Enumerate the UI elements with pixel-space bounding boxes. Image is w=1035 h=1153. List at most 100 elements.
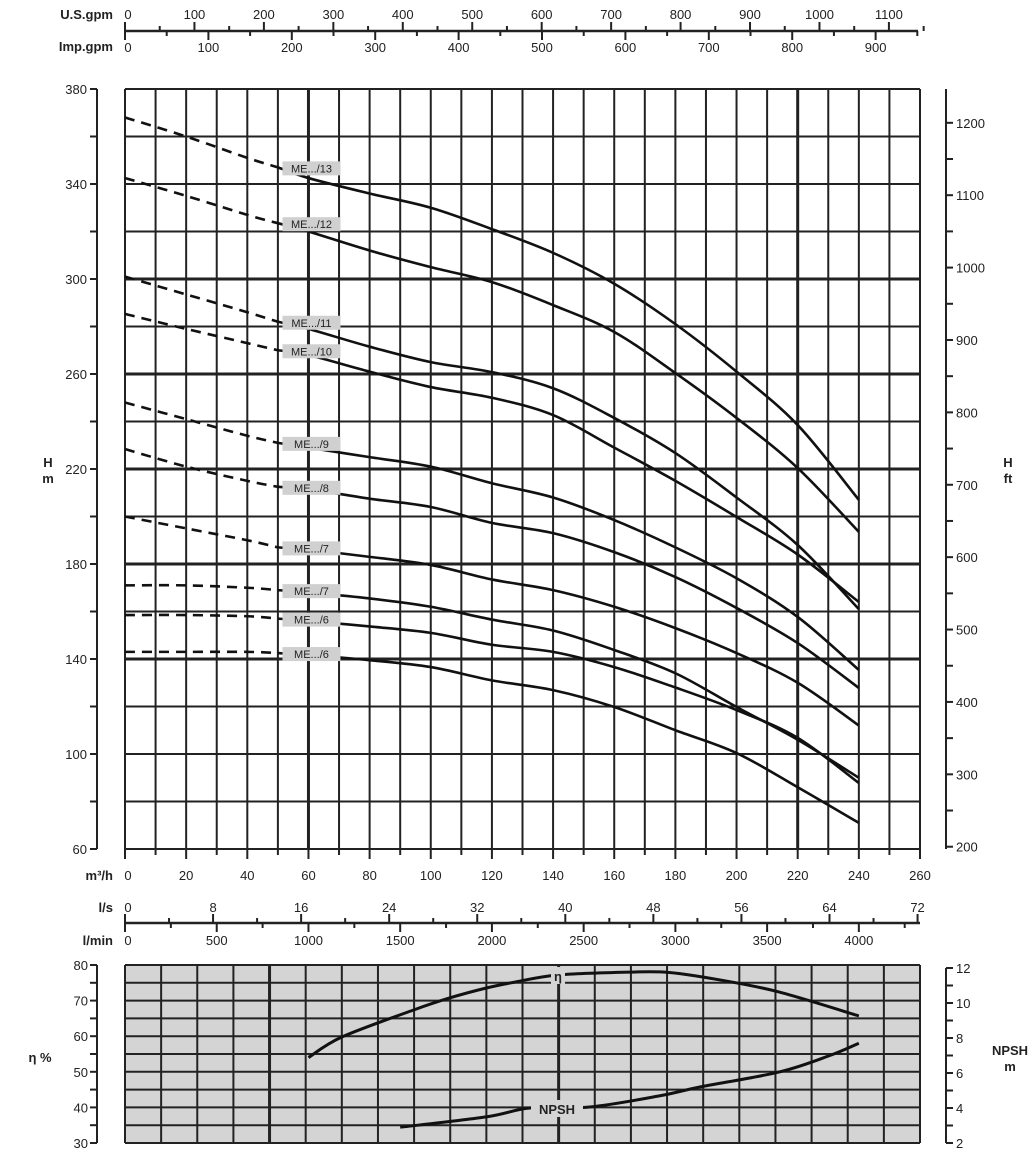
- curve-dashed-4: [124, 401, 279, 445]
- curve-label-bg: [282, 612, 341, 627]
- lmin-tick-label: 1000: [294, 933, 323, 948]
- npsh-label-bg: [531, 1100, 583, 1117]
- lmin-tick-label: 4000: [844, 933, 873, 948]
- curve-solid-2: [277, 320, 860, 611]
- x-tick-label: 100: [420, 868, 442, 883]
- axes: 6010014018022026030034038020030040050060…: [65, 7, 985, 948]
- npsh-curve-label: NPSH: [539, 1102, 575, 1117]
- lmin-tick-label: 0: [124, 933, 131, 948]
- curve-dashed-2: [124, 275, 279, 323]
- efficiency-tick-label: 60: [74, 1029, 88, 1044]
- lmin-tick-label: 2500: [569, 933, 598, 948]
- head-grid: [124, 88, 921, 850]
- curve-dashed-9: [125, 650, 278, 655]
- x-tick-label: 240: [848, 868, 870, 883]
- us-gpm-tick-label: 100: [184, 7, 206, 22]
- imp-gpm-tick-label: 0: [124, 40, 131, 55]
- us-gpm-tick-label: 1000: [805, 7, 834, 22]
- y-tick-label: 260: [65, 367, 87, 382]
- us-gpm-tick-label: 500: [461, 7, 483, 22]
- efficiency-npsh-chart: η NPSH 30 40 50 60 70 80 2 4 6 8 10 12: [74, 958, 971, 1151]
- y2-tick-label: 400: [956, 695, 978, 710]
- curve-label: ME.../7: [294, 543, 329, 555]
- lmin-axis-label: l/min: [83, 933, 113, 948]
- npsh-tick-label: 12: [956, 961, 970, 976]
- lmin-tick-label: 3500: [753, 933, 782, 948]
- ls-axis-label: l/s: [99, 900, 113, 915]
- x-tick-label: 260: [909, 868, 931, 883]
- x-tick-label: 220: [787, 868, 809, 883]
- y-tick-label: 140: [65, 652, 87, 667]
- curve-dashed-0: [124, 116, 279, 169]
- x-tick-label: 180: [665, 868, 687, 883]
- curve-solid-6: [277, 546, 860, 727]
- imp-gpm-axis-label: Imp.gpm: [59, 39, 113, 54]
- curve-dashed-8: [124, 613, 278, 620]
- ls-tick-label: 0: [124, 900, 131, 915]
- curve-label: ME.../12: [291, 219, 332, 231]
- y-axis-unit-m: m: [42, 471, 54, 486]
- y2-tick-label: 700: [956, 478, 978, 493]
- lmin-tick-label: 2000: [477, 933, 506, 948]
- imp-gpm-tick-label: 900: [865, 40, 887, 55]
- curve-label: ME.../9: [294, 439, 329, 451]
- y2-axis-label-h: H: [1003, 455, 1012, 470]
- y-axis-label-h: H: [43, 455, 52, 470]
- curve-label-bg: [282, 584, 341, 599]
- y2-tick-label: 900: [956, 333, 978, 348]
- y2-tick-label: 500: [956, 623, 978, 638]
- y2-axis-unit-ft: ft: [1004, 471, 1013, 486]
- curve-solid-7: [277, 588, 860, 779]
- npsh-tick-label: 4: [956, 1101, 963, 1116]
- us-gpm-tick-label: 900: [739, 7, 761, 22]
- curve-label-bg: [282, 647, 341, 662]
- imp-gpm-tick-label: 400: [448, 40, 470, 55]
- curve-label-bg: [282, 315, 341, 330]
- imp-gpm-tick-label: 500: [531, 40, 553, 55]
- y-tick-label: 380: [65, 82, 87, 97]
- npsh-curve: [400, 1041, 860, 1129]
- npsh-tick-label: 6: [956, 1066, 963, 1081]
- efficiency-tick-label: 50: [74, 1065, 88, 1080]
- x-tick-label: 120: [481, 868, 503, 883]
- x-tick-label: 140: [542, 868, 564, 883]
- lmin-tick-label: 500: [206, 933, 228, 948]
- ls-tick-label: 72: [910, 900, 924, 915]
- y-tick-label: 60: [73, 842, 87, 857]
- curve-dashed-7: [124, 583, 278, 592]
- curve-label: ME.../8: [294, 483, 329, 495]
- imp-gpm-tick-label: 700: [698, 40, 720, 55]
- us-gpm-tick-label: 0: [124, 7, 131, 22]
- npsh-axis-label: NPSH: [992, 1043, 1028, 1058]
- x-tick-label: 80: [362, 868, 376, 883]
- efficiency-curve-label: η: [554, 969, 562, 984]
- x-tick-label: 20: [179, 868, 193, 883]
- efficiency-axis-label: η %: [28, 1050, 52, 1065]
- efficiency-tick-label: 30: [74, 1136, 88, 1151]
- ls-tick-label: 8: [209, 900, 216, 915]
- ls-tick-label: 16: [294, 900, 308, 915]
- imp-gpm-tick-label: 100: [198, 40, 220, 55]
- curve-solid-1: [277, 221, 860, 533]
- ls-tick-label: 40: [558, 900, 572, 915]
- curve-solid-4: [277, 441, 860, 671]
- curve-label-bg: [282, 436, 341, 451]
- efficiency-tick-label: 40: [74, 1100, 88, 1115]
- npsh-tick-label: 8: [956, 1031, 963, 1046]
- us-gpm-tick-label: 1100: [875, 7, 903, 22]
- imp-gpm-tick-label: 300: [364, 40, 386, 55]
- curve-label-bg: [282, 541, 341, 556]
- us-gpm-axis-label: U.S.gpm: [60, 7, 113, 22]
- m3h-axis-label: m³/h: [86, 868, 114, 883]
- curve-label-bg: [282, 344, 341, 359]
- y2-tick-label: 1000: [956, 261, 985, 276]
- curve-solid-0: [277, 166, 860, 501]
- ls-tick-label: 56: [734, 900, 748, 915]
- curve-label-bg: [282, 480, 341, 495]
- curve-label: ME.../7: [294, 586, 329, 598]
- curve-dashed-3: [124, 312, 279, 352]
- y2-tick-label: 300: [956, 767, 978, 782]
- x-tick-label: 200: [726, 868, 748, 883]
- y-tick-label: 180: [65, 557, 87, 572]
